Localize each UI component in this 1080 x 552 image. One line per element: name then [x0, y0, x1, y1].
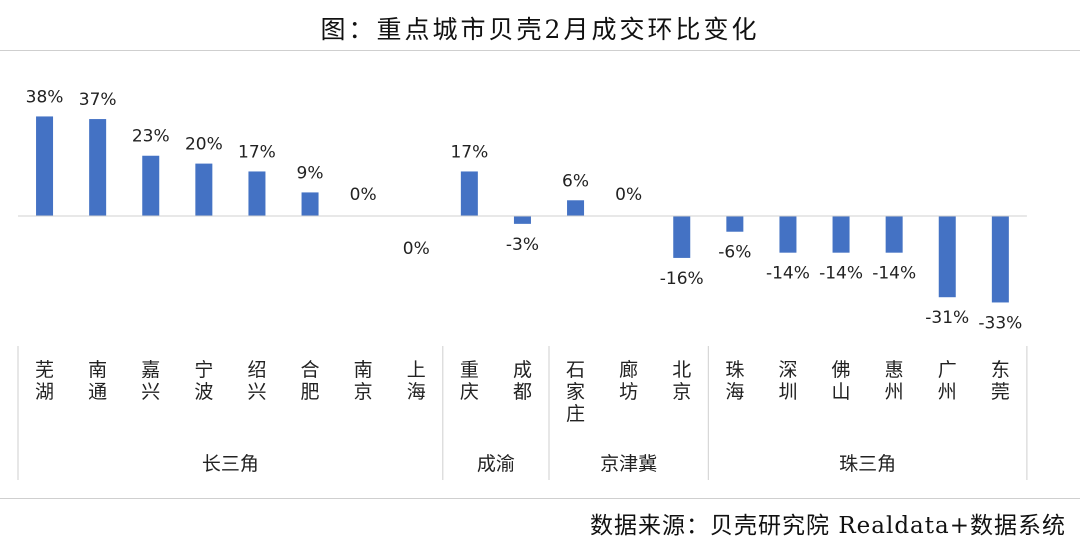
bar-重庆	[460, 171, 478, 216]
labels-layer: 38% 芜湖 37% 南通 23% 嘉兴 20% 宁波 17% 绍兴 9% 合肥 0% 南京 0% 上海 17%…	[26, 87, 1023, 475]
category-label: 佛山	[832, 359, 851, 403]
chart-title: 图：重点城市贝壳2月成交环比变化	[320, 15, 760, 44]
category-label: 宁波	[194, 359, 213, 403]
value-label: 20%	[185, 135, 223, 155]
bar-东莞	[991, 216, 1009, 303]
title-divider	[0, 50, 1080, 51]
value-label: 17%	[450, 142, 488, 162]
value-label: -33%	[978, 313, 1022, 333]
value-label: -14%	[766, 264, 810, 284]
bar-成都	[513, 216, 531, 224]
value-label: 6%	[562, 171, 589, 191]
bar-南通	[89, 119, 107, 216]
value-label: -3%	[506, 235, 539, 255]
value-label: -16%	[660, 269, 704, 289]
value-label: 17%	[238, 142, 276, 162]
value-label: 37%	[79, 90, 117, 110]
value-label: 0%	[350, 185, 377, 205]
category-label: 成都	[513, 359, 532, 403]
source-note: 数据来源：贝壳研究院 Realdata+数据系统	[590, 513, 1066, 539]
category-label: 广州	[938, 359, 957, 403]
bar-宁波	[195, 163, 213, 216]
category-label: 南通	[88, 359, 107, 403]
category-label: 绍兴	[247, 359, 266, 403]
value-label: -31%	[925, 308, 969, 328]
bar-北京	[673, 216, 691, 258]
bar-合肥	[301, 192, 319, 216]
category-label: 上海	[407, 359, 426, 403]
bar-绍兴	[248, 171, 266, 216]
group-label: 成渝	[477, 453, 515, 475]
axes-layer	[17, 215, 1028, 480]
bars-layer	[36, 116, 1009, 303]
group-label: 长三角	[202, 453, 259, 475]
category-label: 廊坊	[619, 359, 638, 403]
value-label: 0%	[615, 185, 642, 205]
bar-chart: 38% 芜湖 37% 南通 23% 嘉兴 20% 宁波 17% 绍兴 9% 合肥 0% 南京 0% 上海 17%…	[17, 87, 1028, 480]
value-label: 23%	[132, 127, 170, 147]
category-label: 合肥	[301, 359, 320, 403]
bar-惠州	[885, 216, 903, 253]
category-label: 珠海	[725, 359, 744, 403]
bar-珠海	[726, 216, 744, 232]
category-label: 东莞	[991, 359, 1010, 403]
value-label: 38%	[26, 87, 64, 107]
category-label: 芜湖	[35, 359, 54, 403]
value-label: -6%	[718, 243, 751, 263]
source-divider	[0, 498, 1080, 499]
category-label: 石家庄	[566, 359, 585, 425]
group-label: 京津冀	[600, 453, 657, 475]
value-label: -14%	[819, 264, 863, 284]
group-label: 珠三角	[839, 453, 896, 475]
category-label: 南京	[354, 359, 373, 403]
bar-广州	[938, 216, 956, 298]
category-label: 嘉兴	[141, 359, 160, 403]
bar-深圳	[779, 216, 797, 253]
value-label: -14%	[872, 264, 916, 284]
value-label: 9%	[297, 163, 324, 183]
value-label: 0%	[403, 239, 430, 259]
category-label: 深圳	[778, 359, 797, 403]
category-label: 惠州	[885, 359, 904, 403]
bar-佛山	[832, 216, 850, 253]
bar-石家庄	[567, 200, 585, 216]
bar-嘉兴	[142, 155, 160, 216]
category-label: 北京	[672, 359, 691, 403]
bar-芜湖	[36, 116, 54, 216]
category-label: 重庆	[460, 359, 479, 403]
